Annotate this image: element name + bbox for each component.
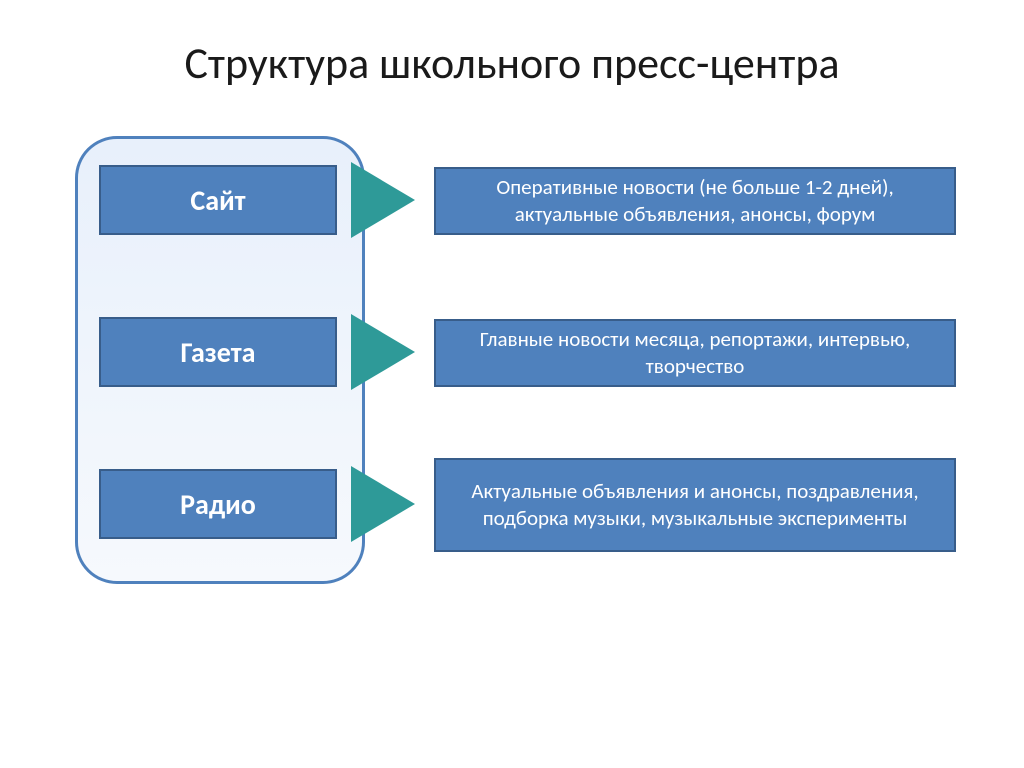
left-box-label: Радио xyxy=(180,487,256,522)
right-box-newspaper: Главные новости месяца, репортажи, интер… xyxy=(434,319,956,387)
right-box-radio: Актуальные объявления и анонсы, поздравл… xyxy=(434,458,956,552)
right-box-text: Главные новости месяца, репортажи, интер… xyxy=(454,326,936,381)
left-box-site: Сайт xyxy=(99,165,337,235)
left-box-label: Сайт xyxy=(190,183,245,218)
arrow-icon xyxy=(351,466,415,542)
left-box-label: Газета xyxy=(181,335,256,370)
arrow-icon xyxy=(351,314,415,390)
right-box-text: Оперативные новости (не больше 1-2 дней)… xyxy=(454,174,936,229)
left-box-newspaper: Газета xyxy=(99,317,337,387)
arrow-icon xyxy=(351,162,415,238)
left-box-radio: Радио xyxy=(99,469,337,539)
page-title: Структура школьного пресс-центра xyxy=(0,36,1024,90)
right-box-site: Оперативные новости (не больше 1-2 дней)… xyxy=(434,167,956,235)
right-box-text: Актуальные объявления и анонсы, поздравл… xyxy=(454,478,936,533)
